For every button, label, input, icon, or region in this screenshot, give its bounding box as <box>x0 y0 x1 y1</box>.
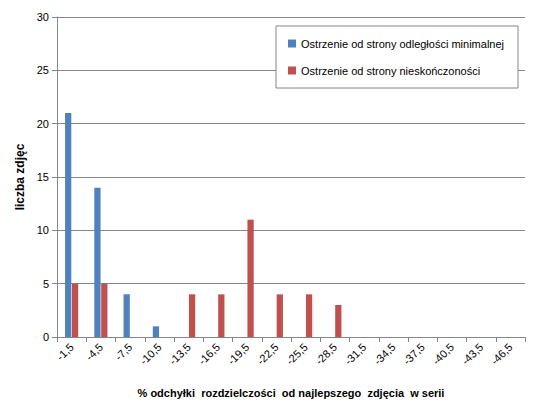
svg-text:-37,5: -37,5 <box>401 341 427 367</box>
svg-text:-4,5: -4,5 <box>83 341 105 363</box>
svg-text:15: 15 <box>37 171 49 183</box>
svg-text:30: 30 <box>37 11 49 23</box>
svg-text:-13,5: -13,5 <box>167 341 193 367</box>
svg-text:-19,5: -19,5 <box>225 341 251 367</box>
svg-text:-43,5: -43,5 <box>459 341 485 367</box>
svg-text:liczba zdjęc: liczba zdjęc <box>13 143 27 210</box>
svg-text:-16,5: -16,5 <box>196 341 222 367</box>
svg-text:Ostrzenie od strony odległości: Ostrzenie od strony odległości minimalne… <box>301 38 504 50</box>
svg-text:20: 20 <box>37 118 49 130</box>
svg-text:-40,5: -40,5 <box>430 341 456 367</box>
svg-text:-22,5: -22,5 <box>254 341 280 367</box>
svg-text:-31,5: -31,5 <box>342 341 368 367</box>
svg-text:-34,5: -34,5 <box>371 341 397 367</box>
svg-text:25: 25 <box>37 64 49 76</box>
svg-text:% odchyłki rozdzielczości od: % odchyłki rozdzielczości od najlepszego… <box>138 387 445 399</box>
svg-text:-10,5: -10,5 <box>137 341 163 367</box>
svg-text:0: 0 <box>43 331 49 343</box>
svg-text:-7,5: -7,5 <box>112 341 134 363</box>
svg-text:-1,5: -1,5 <box>54 341 76 363</box>
svg-text:Ostrzenie od strony nieskończo: Ostrzenie od strony nieskończoności <box>301 65 480 77</box>
svg-text:-25,5: -25,5 <box>284 341 310 367</box>
svg-text:5: 5 <box>43 278 49 290</box>
svg-text:10: 10 <box>37 224 49 236</box>
svg-text:-46,5: -46,5 <box>488 341 514 367</box>
svg-text:-28,5: -28,5 <box>313 341 339 367</box>
